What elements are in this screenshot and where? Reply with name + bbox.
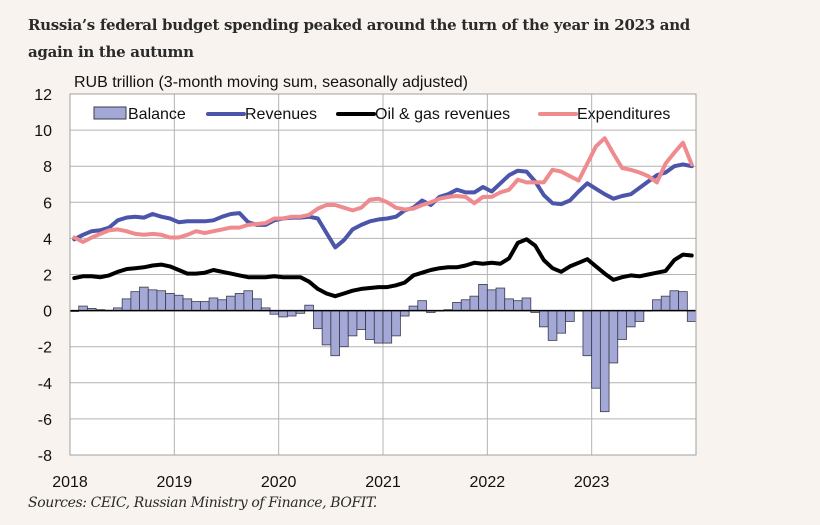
balance-bar [391,310,401,337]
balance-bar [139,286,149,312]
x-tick-label: 2022 [470,474,506,491]
y-tick-label: -6 [38,412,52,429]
balance-bar [347,310,358,337]
x-tick-label: 2019 [157,474,193,491]
balance-bar [173,294,184,312]
balance-bar [286,310,297,317]
balance-bar [660,295,671,312]
y-axis-ticks: 12 10 8 6 4 2 0 -2 -4 -6 -8 [34,87,52,465]
balance-bar [478,284,488,311]
expenditures-legend-label: Expenditures [577,106,670,123]
y-tick-label: -4 [38,376,52,393]
revenues-line [72,162,694,250]
legend-balance-label: Balance [128,106,186,123]
balance-bar [686,310,697,322]
source-note: Sources: CEIC, Russian Ministry of Finan… [28,495,377,511]
balance-bar [495,287,506,312]
x-axis-ticks: 2018 2019 2020 2021 2022 2023 [52,474,609,491]
x-tick-label: 2018 [52,474,88,491]
legend-balance-swatch [93,106,127,120]
balance-bar [208,297,219,311]
balance-bar [486,289,497,311]
balance-bar [591,310,601,389]
balance-bar [678,291,688,311]
balance-bar [304,304,314,311]
balance-bar [182,298,193,311]
balance-bar [339,310,349,348]
balance-bar [365,310,375,340]
balance-bar [252,298,262,311]
expenditures-line [72,136,694,244]
balance-bar [313,310,323,330]
balance-bar [513,300,523,311]
y-tick-label: 8 [43,159,52,176]
y-tick-label: 2 [43,268,52,285]
balance-bar [669,290,680,311]
y-tick-label: 6 [43,195,52,212]
balance-bars [69,284,697,413]
x-tick-label: 2021 [365,474,401,491]
balance-bar [234,293,245,312]
balance-bar [147,289,158,311]
balance-bar [121,298,132,311]
y-tick-label: 4 [43,231,52,248]
chart-heading: Russia’s federal budget spending peaked … [28,16,690,61]
balance-bar [565,310,575,322]
y-tick-label: -2 [38,340,52,357]
oil-gas-revenues-line [72,237,694,299]
y-tick-label: 0 [43,304,52,321]
balance-bar [539,310,549,328]
balance-bar [556,310,566,334]
balance-bar [460,299,471,311]
y-tick-label: 12 [34,87,52,104]
legend: Balance Revenues Oil & gas revenues Expendi… [93,106,670,123]
balance-bar [243,290,253,311]
series-lines [72,136,694,299]
x-tick-label: 2023 [574,474,610,491]
y-tick-label: 10 [34,123,52,140]
balance-bar [217,299,227,311]
balance-bar [469,295,480,312]
balance-bar [382,310,393,344]
balance-bar [626,310,636,328]
revenues-legend-label: Revenues [245,106,317,123]
balance-bar [417,300,427,311]
balance-bar [191,301,201,312]
balance-bar [504,298,514,311]
chart-title: RUB trillion (3-month moving sum, season… [74,74,468,91]
balance-bar [652,299,662,311]
balance-bar [599,310,610,413]
balance-bar [399,310,410,317]
balance-bar [321,310,332,346]
plot-frame [69,93,697,456]
balance-bar [200,301,210,312]
y-tick-label: -8 [38,448,52,465]
oil-gas-revenues-legend-label: Oil & gas revenues [375,106,510,123]
balance-bar [130,291,140,311]
balance-bar [165,293,175,312]
balance-bar [608,310,619,364]
x-tick-label: 2020 [261,474,297,491]
balance-bar [617,310,627,340]
balance-bar [330,310,340,357]
balance-bar [226,295,236,312]
balance-bar [356,310,367,330]
balance-bar [452,302,462,312]
balance-bar [521,297,532,311]
balance-bar [634,310,645,322]
balance-bar [156,290,167,311]
balance-bar [373,310,384,344]
balance-bar [582,310,593,357]
balance-bar [278,310,288,318]
balance-bar [547,310,558,341]
